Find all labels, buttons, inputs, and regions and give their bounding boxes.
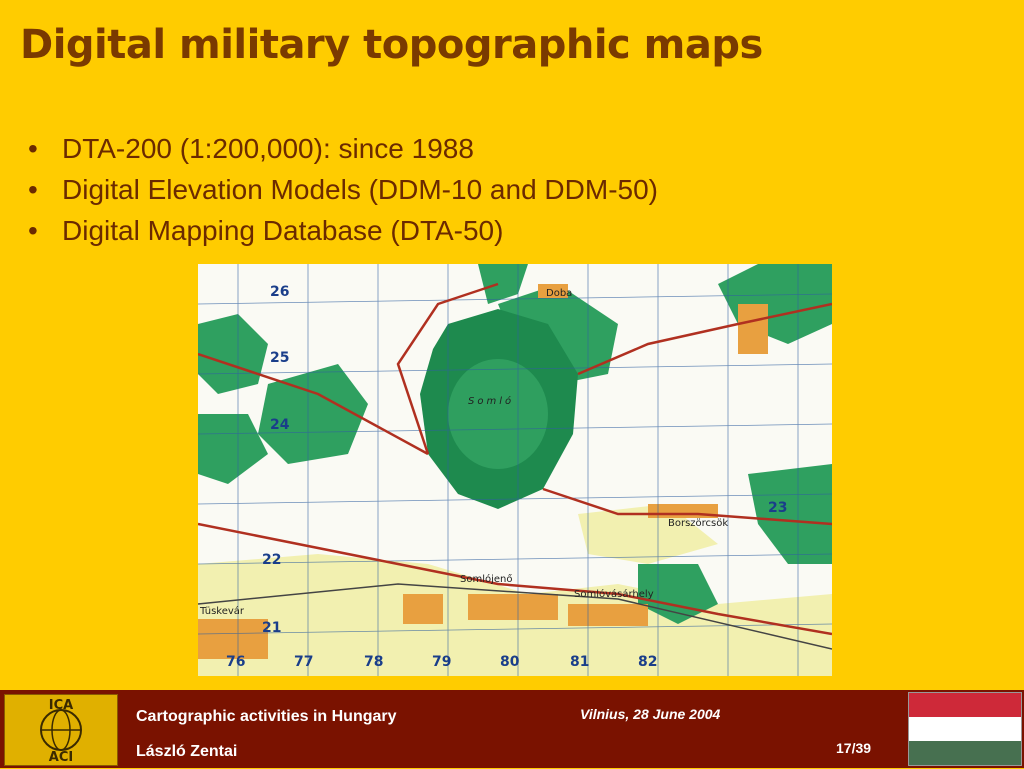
- map-grid-label: 22: [262, 552, 281, 568]
- map-grid-label: 79: [432, 654, 451, 670]
- bullet-item: • DTA-200 (1:200,000): since 1988: [28, 133, 474, 164]
- map-grid-label: 82: [638, 654, 657, 670]
- ica-logo-text: ICA: [49, 698, 73, 713]
- author-name: László Zentai: [136, 743, 238, 760]
- map-place-name: Somlóvásárhely: [574, 588, 654, 600]
- page-number: 17/39: [836, 740, 872, 756]
- presentation-title: Cartographic activities in Hungary: [136, 708, 397, 725]
- map-grid-label: 21: [262, 620, 281, 636]
- topographic-map-image: 26 25 24 23 22 21 76 77 78 79 80 81 82 D…: [198, 264, 832, 676]
- map-grid-label: 78: [364, 654, 383, 670]
- footer-bar: ICA ACI Cartographic activities in Hunga…: [0, 690, 1024, 768]
- bullet-list: • DTA-200 (1:200,000): since 1988 • Digita…: [28, 128, 658, 251]
- map-place-name: Somlójenő: [460, 573, 513, 585]
- map-grid-label: 77: [294, 654, 313, 670]
- map-place-name: Somló: [468, 395, 514, 407]
- map-grid-label: 23: [768, 500, 787, 516]
- map-grid-label: 80: [500, 654, 520, 670]
- aci-logo-text: ACI: [49, 750, 73, 765]
- bullet-item: • Digital Elevation Models (DDM-10 and DD…: [28, 174, 658, 205]
- map-grid-label: 24: [270, 417, 290, 433]
- map-grid-label: 81: [570, 654, 589, 670]
- map-grid-label: 76: [226, 654, 245, 670]
- hungary-flag: [908, 692, 1022, 766]
- ica-logo: ICA ACI: [4, 694, 118, 766]
- slide-title: Digital military topographic maps: [20, 22, 763, 68]
- map-grid-label: 25: [270, 350, 289, 366]
- map-place-name: Doba: [546, 288, 572, 299]
- map-place-name: Tüskevár: [199, 605, 245, 617]
- map-grid-label: 26: [270, 284, 289, 300]
- bullet-item: • Digital Mapping Database (DTA-50): [28, 215, 504, 246]
- map-place-name: Borszörcsök: [668, 518, 728, 529]
- event-location-date: Vilnius, 28 June 2004: [580, 706, 721, 722]
